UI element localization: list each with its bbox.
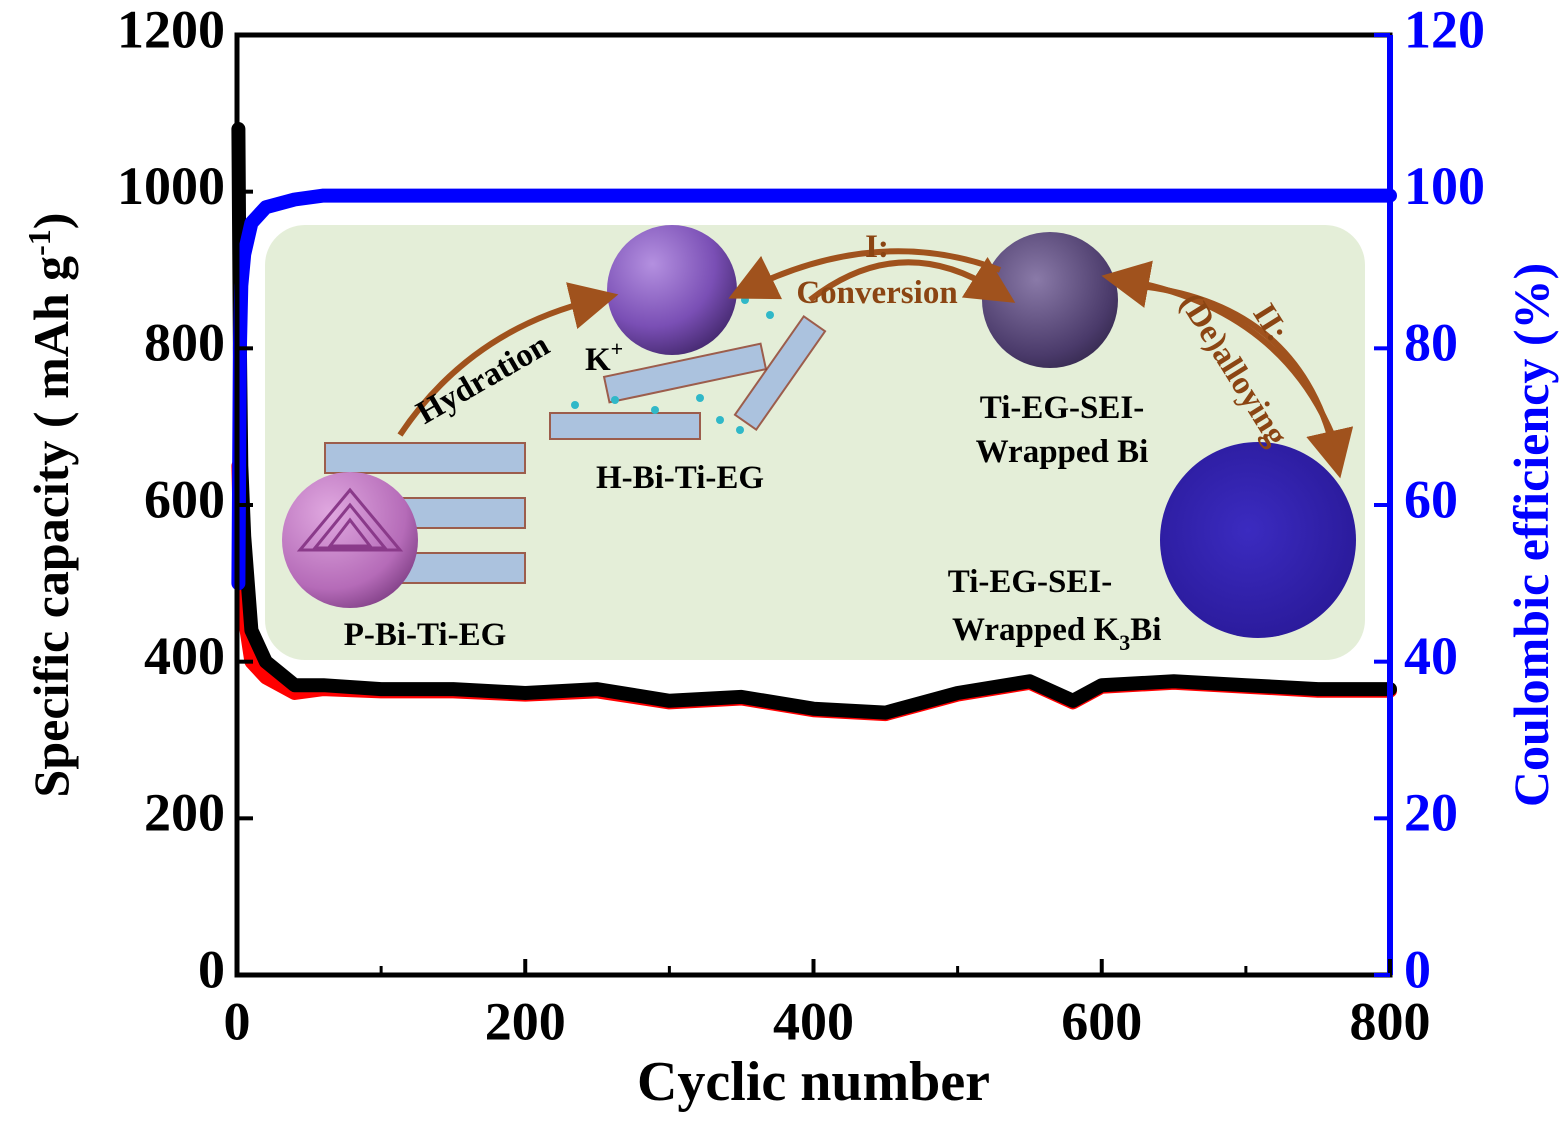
x-tick-label: 800 xyxy=(1350,991,1431,1051)
y-tick-label: 800 xyxy=(144,313,225,373)
ion-symbol: K xyxy=(585,342,611,378)
mechanism-inset: I: Conversion II: (De)alloying Hydration… xyxy=(265,225,1365,660)
y-tick-label: 1000 xyxy=(117,156,225,216)
k3bi-text-end: Bi xyxy=(1130,612,1161,648)
x-tick-label: 400 xyxy=(773,991,854,1051)
y-tick-label: 600 xyxy=(144,469,225,529)
y2-axis-title: Coulombic efficiency (%) xyxy=(1503,263,1559,807)
axes: 0 200 400 600 800020040060080010001200020406… xyxy=(21,0,1559,1113)
bi-sphere xyxy=(982,232,1118,368)
x-tick-label: 200 xyxy=(485,991,566,1051)
x-axis-title: Cyclic number xyxy=(637,1051,990,1113)
p-label: P-Bi-Ti-EG xyxy=(344,617,507,653)
y-tick-label: 200 xyxy=(144,783,225,843)
arrows xyxy=(397,248,1354,479)
k3bi-subscript: 3 xyxy=(1119,630,1130,655)
step1-name: Conversion xyxy=(796,275,957,311)
ion-dots xyxy=(571,296,774,434)
y-title-end: ) xyxy=(23,213,79,230)
y-tick-label: 1200 xyxy=(117,0,225,59)
y2-tick-label: 0 xyxy=(1404,939,1431,999)
step1-number: I: xyxy=(865,229,889,265)
ion-charge: + xyxy=(611,336,624,361)
k3bi-label-line1: Ti-EG-SEI- xyxy=(948,564,1112,600)
k3bi-sphere xyxy=(1160,442,1356,638)
series-line xyxy=(231,188,1397,591)
y2-tick-label: 40 xyxy=(1404,626,1458,686)
y-title-main: Specific capacity ( mAh g xyxy=(23,256,79,798)
p-sphere xyxy=(282,472,418,608)
plot-area xyxy=(231,122,1397,722)
y2-tick-label: 80 xyxy=(1404,313,1458,373)
k3bi-text: Wrapped K xyxy=(952,612,1120,648)
h-sphere xyxy=(607,225,737,355)
y2-tick-label: 120 xyxy=(1404,0,1485,59)
y-title-exponent: -1 xyxy=(21,229,57,256)
bi-label-line2: Wrapped Bi xyxy=(976,434,1149,470)
y-tick-label: 0 xyxy=(198,939,225,999)
y-axis-title: Specific capacity ( mAh g-1) xyxy=(21,213,79,798)
y2-tick-label: 60 xyxy=(1404,469,1458,529)
y-tick-label: 400 xyxy=(144,626,225,686)
y2-tick-label: 100 xyxy=(1404,156,1485,216)
k3bi-label-line2: Wrapped K3Bi xyxy=(952,612,1161,655)
y2-tick-label: 20 xyxy=(1404,783,1458,843)
x-tick-label: 600 xyxy=(1061,991,1142,1051)
ion-label: K+ xyxy=(585,336,623,378)
x-tick-label: 0 xyxy=(224,991,251,1051)
bi-label-line1: Ti-EG-SEI- xyxy=(980,390,1144,426)
p-sphere-layers xyxy=(296,487,404,552)
series-line xyxy=(231,122,1397,720)
h-label: H-Bi-Ti-EG xyxy=(596,460,764,496)
